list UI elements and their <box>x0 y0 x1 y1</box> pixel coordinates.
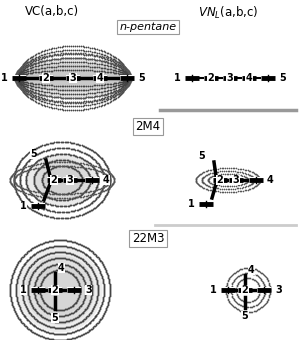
Text: 4: 4 <box>58 263 65 273</box>
Text: 2M4: 2M4 <box>135 120 161 133</box>
Text: 5: 5 <box>242 311 248 321</box>
Bar <box>48 287 62 293</box>
Ellipse shape <box>21 70 125 86</box>
Ellipse shape <box>21 58 125 98</box>
Ellipse shape <box>34 158 90 202</box>
Bar <box>31 203 45 209</box>
Bar <box>238 287 252 293</box>
Text: VC(a,b,c): VC(a,b,c) <box>25 5 79 18</box>
Bar <box>242 75 256 81</box>
Text: 3: 3 <box>232 175 239 185</box>
Bar <box>39 75 53 81</box>
Bar <box>223 75 237 81</box>
Bar <box>12 75 26 81</box>
Bar <box>66 75 80 81</box>
Text: n-pentane: n-pentane <box>119 22 177 32</box>
Text: 5: 5 <box>30 149 37 159</box>
Text: 5: 5 <box>279 73 286 83</box>
Text: 3: 3 <box>70 73 76 83</box>
Text: 2: 2 <box>51 175 57 185</box>
Text: 3: 3 <box>67 175 73 185</box>
Bar <box>120 75 134 81</box>
Text: 2: 2 <box>43 73 50 83</box>
Text: 22M3: 22M3 <box>132 232 164 245</box>
Text: 1: 1 <box>1 73 8 83</box>
Bar <box>63 177 77 183</box>
Circle shape <box>25 255 95 325</box>
Text: 2: 2 <box>52 285 58 295</box>
Text: 1: 1 <box>210 285 217 295</box>
Text: 4: 4 <box>103 175 110 185</box>
Text: 5: 5 <box>138 73 145 83</box>
Text: 3: 3 <box>226 73 233 83</box>
Text: 2: 2 <box>242 285 248 295</box>
Text: 5: 5 <box>198 151 205 161</box>
Bar <box>261 75 275 81</box>
Text: 1: 1 <box>174 73 181 83</box>
Circle shape <box>17 248 103 333</box>
Text: 4: 4 <box>246 73 252 83</box>
Text: 1: 1 <box>20 201 27 211</box>
Bar <box>47 177 61 183</box>
Bar <box>213 177 227 183</box>
Text: 1: 1 <box>188 199 195 209</box>
Circle shape <box>35 265 85 315</box>
Text: 1: 1 <box>20 285 27 295</box>
Bar <box>221 287 235 293</box>
Bar <box>85 177 99 183</box>
Bar <box>185 75 199 81</box>
Ellipse shape <box>28 153 97 207</box>
Bar <box>199 201 213 207</box>
Bar <box>257 287 271 293</box>
Text: 4: 4 <box>267 175 274 185</box>
Ellipse shape <box>44 166 80 194</box>
Bar <box>67 287 81 293</box>
Text: 2: 2 <box>217 175 224 185</box>
Ellipse shape <box>21 64 125 92</box>
Bar <box>31 287 45 293</box>
Text: 2: 2 <box>208 73 214 83</box>
Text: $\mathit{VN_L}$(a,b,c): $\mathit{VN_L}$(a,b,c) <box>198 5 258 21</box>
Bar <box>249 177 263 183</box>
Text: 4: 4 <box>248 265 255 275</box>
Text: 5: 5 <box>52 313 58 323</box>
Bar <box>93 75 107 81</box>
Bar <box>229 177 243 183</box>
Bar <box>204 75 218 81</box>
Text: 4: 4 <box>97 73 104 83</box>
Text: 3: 3 <box>275 285 282 295</box>
Text: 3: 3 <box>85 285 92 295</box>
